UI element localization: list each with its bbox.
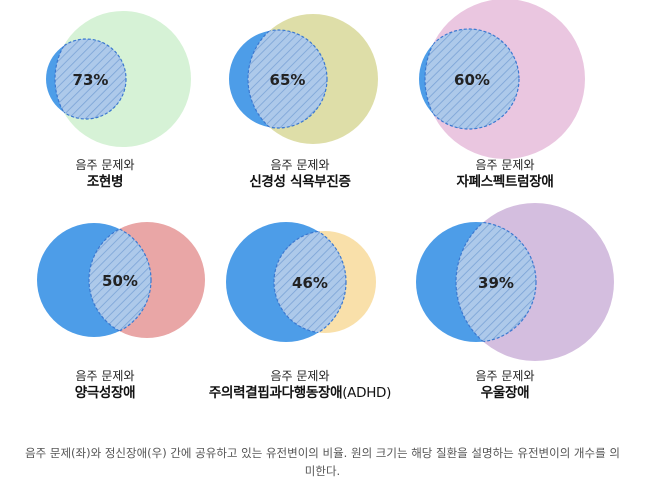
caption-line2: 미한다.	[304, 464, 341, 478]
venn-2: 65%	[229, 14, 378, 144]
label-line2: 양극성장애	[0, 384, 215, 402]
overlap-outline-left	[55, 38, 127, 120]
venn-1: 73%	[46, 11, 191, 147]
label-line1: 음주 문제와	[75, 158, 135, 172]
label-line1: 음주 문제와	[475, 369, 535, 383]
overlap-region	[55, 39, 126, 119]
overlap-outline-right	[424, 29, 519, 129]
disorder-name: 주의력결핍과다행동장애	[208, 385, 343, 401]
label-line2: 신경성 식욕부진증	[190, 173, 410, 191]
venn-3: 60%	[419, 0, 585, 159]
caption-line1: 음주 문제(좌)와 정신장애(우) 간에 공유하고 있는 유전변이의 비율. 원…	[25, 446, 620, 460]
label-line2: 자폐스펙트럼장애	[395, 173, 615, 191]
label-venn-2: 음주 문제와 신경성 식욕부진증	[190, 157, 410, 191]
overlap-percentage: 60%	[454, 71, 490, 89]
disorder-name: 신경성 식욕부진증	[249, 174, 351, 190]
overlap-region	[274, 231, 346, 333]
label-line2: 우울장애	[395, 384, 615, 402]
overlap-percentage: 50%	[102, 272, 138, 290]
venn-6: 39%	[416, 203, 614, 361]
venn-5: 46%	[226, 222, 376, 342]
label-line1: 음주 문제와	[270, 158, 330, 172]
disorder-suffix: (ADHD)	[342, 385, 392, 401]
overlap-outline-left	[425, 28, 520, 130]
label-venn-5: 음주 문제와 주의력결핍과다행동장애(ADHD)	[190, 368, 410, 402]
overlap-region	[89, 223, 151, 337]
disorder-name: 자폐스펙트럼장애	[456, 174, 554, 190]
overlap-outline-right	[88, 223, 151, 337]
overlap-percentage: 73%	[73, 71, 109, 89]
label-line2: 조현병	[0, 173, 215, 191]
overlap-region	[456, 222, 536, 342]
label-venn-6: 음주 문제와 우울장애	[395, 368, 615, 402]
overlap-region	[248, 30, 327, 128]
figure-caption: 음주 문제(좌)와 정신장애(우) 간에 공유하고 있는 유전변이의 비율. 원…	[0, 444, 645, 480]
overlap-outline-left	[274, 231, 347, 333]
overlap-percentage: 46%	[292, 274, 328, 292]
overlap-percentage: 65%	[270, 71, 306, 89]
overlap-percentage: 39%	[478, 274, 514, 292]
venn-4: 50%	[37, 222, 205, 338]
label-venn-4: 음주 문제와 양극성장애	[0, 368, 215, 402]
label-venn-3: 음주 문제와 자폐스펙트럼장애	[395, 157, 615, 191]
overlap-outline-left	[89, 222, 152, 338]
overlap-region	[425, 29, 519, 129]
label-line1: 음주 문제와	[475, 158, 535, 172]
label-line1: 음주 문제와	[270, 369, 330, 383]
disorder-name: 우울장애	[480, 385, 530, 401]
label-line2: 주의력결핍과다행동장애(ADHD)	[190, 384, 410, 402]
label-venn-1: 음주 문제와 조현병	[0, 157, 215, 191]
label-line1: 음주 문제와	[75, 369, 135, 383]
disorder-name: 조현병	[86, 174, 124, 190]
venn-diagrams: 73% 65% 60% 50% 46% 39%	[37, 0, 614, 361]
overlap-outline-left	[248, 29, 328, 129]
overlap-outline-right	[455, 222, 536, 342]
disorder-name: 양극성장애	[74, 385, 136, 401]
